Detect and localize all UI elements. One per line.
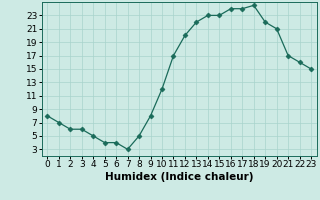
X-axis label: Humidex (Indice chaleur): Humidex (Indice chaleur): [105, 172, 253, 182]
